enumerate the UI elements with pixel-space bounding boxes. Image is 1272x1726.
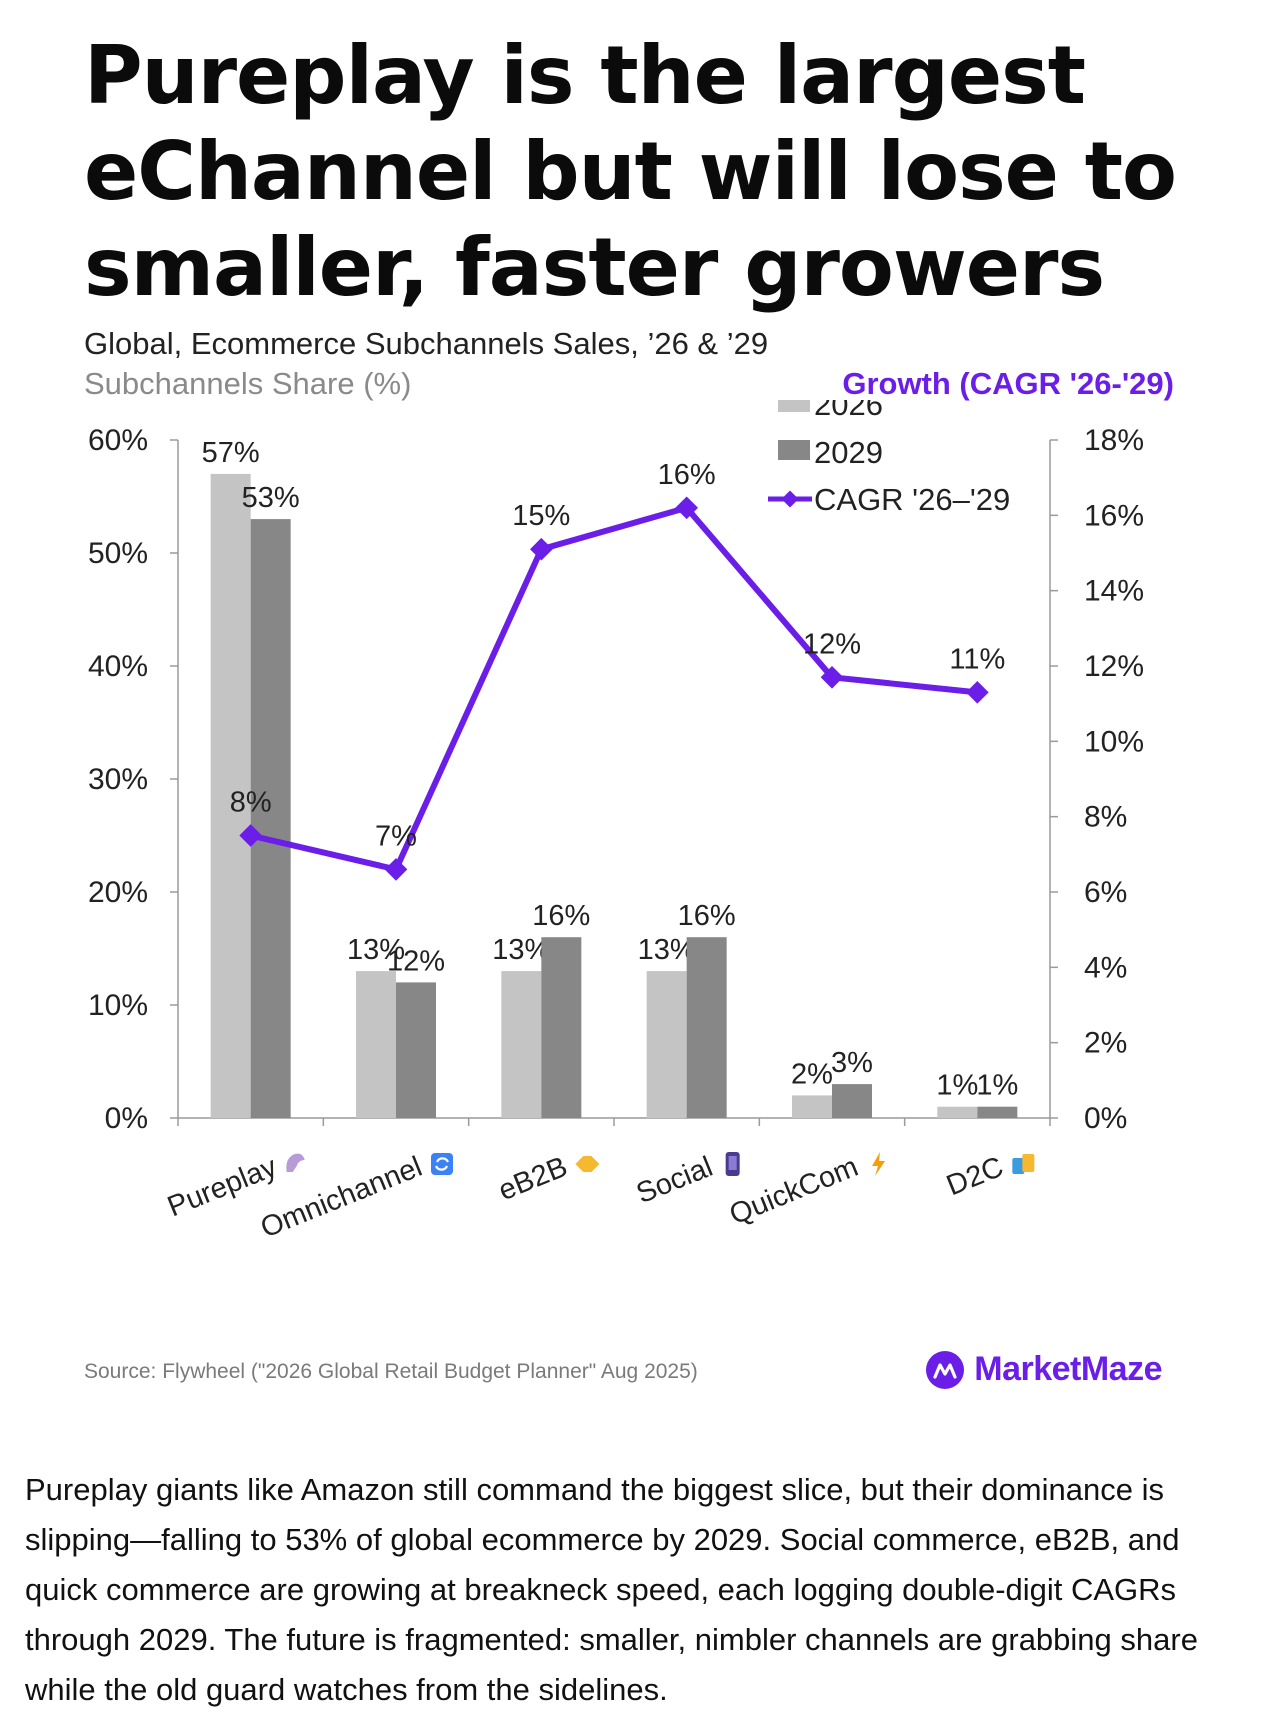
brand-name: MarketMaze (974, 1350, 1162, 1388)
right-tick-label: 18% (1084, 424, 1144, 457)
handshake-icon (575, 1156, 600, 1172)
cagr-point-quickcom (820, 665, 844, 689)
bar-data-label: 1% (936, 1070, 978, 1102)
right-tick-label: 14% (1084, 575, 1144, 608)
left-tick-label: 60% (88, 424, 148, 457)
bar-data-label: 57% (202, 437, 260, 469)
right-tick-label: 4% (1084, 951, 1127, 984)
bar-2026-social (646, 971, 687, 1118)
cagr-data-label: 11% (949, 643, 1005, 675)
left-tick-label: 10% (88, 989, 148, 1022)
left-tick-label: 0% (105, 1102, 148, 1135)
legend-label-2026: 2026 (814, 400, 883, 422)
bar-2026-d2c (937, 1106, 978, 1118)
refresh-arrows-icon (431, 1153, 453, 1175)
left-tick-label: 40% (88, 650, 148, 683)
category-label-d2c: D2C (942, 1151, 1008, 1202)
cagr-data-label: 7% (375, 820, 417, 852)
marketmaze-logo-icon (926, 1350, 965, 1389)
bar-data-label: 16% (678, 900, 736, 932)
right-tick-label: 12% (1084, 650, 1144, 683)
bar-2029-eb2b (541, 937, 582, 1118)
cagr-data-label: 8% (230, 787, 272, 819)
cagr-data-label: 15% (512, 500, 570, 532)
left-tick-label: 30% (88, 763, 148, 796)
bar-2026-quickcom (792, 1095, 832, 1118)
left-tick-label: 50% (88, 537, 148, 570)
bar-2026-pureplay (210, 473, 251, 1118)
bar-data-label: 1% (976, 1070, 1018, 1102)
left-tick-label: 20% (88, 876, 148, 909)
bar-2029-social (686, 937, 727, 1118)
cagr-data-label: 16% (658, 459, 716, 491)
bar-data-label: 3% (831, 1047, 873, 1079)
headline: Pureplay is the largest eChannel but wil… (84, 29, 1177, 314)
category-label-social: Social (632, 1151, 717, 1210)
bar-2029-omnichannel (396, 982, 436, 1118)
legend-marker-cagr (781, 490, 799, 508)
right-tick-label: 2% (1084, 1027, 1127, 1060)
flexed-biceps-icon (286, 1153, 305, 1172)
mobile-phone-icon (725, 1152, 740, 1176)
category-label-eb2b: eB2B (494, 1151, 572, 1207)
source-note: Source: Flywheel ("2026 Global Retail Bu… (84, 1360, 698, 1383)
bar-2026-omnichannel (356, 971, 396, 1118)
brand[interactable]: MarketMaze (926, 1350, 1162, 1389)
cagr-point-omnichannel (384, 858, 408, 881)
category-label-quickcom: QuickCom (725, 1151, 862, 1231)
lightning-icon (872, 1152, 885, 1176)
bar-data-label: 16% (532, 900, 590, 932)
bar-2029-pureplay (250, 519, 291, 1118)
legend-swatch-2026 (778, 400, 810, 412)
left-axis-title: Subchannels Share (%) (84, 366, 412, 401)
right-tick-label: 8% (1084, 801, 1127, 834)
right-tick-label: 0% (1084, 1102, 1127, 1135)
bar-data-label: 53% (242, 482, 300, 514)
shopping-bags-icon (1012, 1154, 1035, 1174)
cagr-point-d2c (966, 681, 989, 704)
body-paragraph: Pureplay giants like Amazon still comman… (25, 1472, 1198, 1707)
right-axis-title: Growth (CAGR '26-'29) (842, 366, 1174, 401)
bar-data-label: 12% (387, 945, 445, 977)
cagr-point-eb2b (530, 537, 553, 561)
bar-data-label: 13% (347, 934, 405, 966)
legend-label-cagr: CAGR '26–'29 (814, 482, 1010, 517)
cagr-point-social (675, 496, 698, 520)
chart-subtitle: Global, Ecommerce Subchannels Sales, ’26… (84, 326, 769, 361)
right-tick-label: 6% (1084, 876, 1127, 909)
cagr-data-label: 12% (803, 628, 861, 660)
bar-data-label: 13% (638, 934, 696, 966)
bar-data-label: 13% (492, 934, 550, 966)
right-tick-label: 16% (1084, 499, 1144, 532)
chart: 0% 10% 20% 30% 40% 50% 60% 0% 2% 4% 6% 8% 10% 12% 14% 1… (88, 400, 1144, 1245)
category-label-omnichannel: Omnichannel (256, 1151, 426, 1245)
bar-2029-quickcom (832, 1084, 872, 1118)
cagr-line (249, 504, 978, 873)
bar-2029-d2c (977, 1106, 1018, 1118)
legend-label-2029: 2029 (814, 435, 883, 470)
legend-swatch-2029 (778, 440, 810, 460)
bar-2026-eb2b (501, 971, 542, 1118)
right-tick-label: 10% (1084, 725, 1144, 758)
bar-data-label: 2% (791, 1058, 833, 1090)
